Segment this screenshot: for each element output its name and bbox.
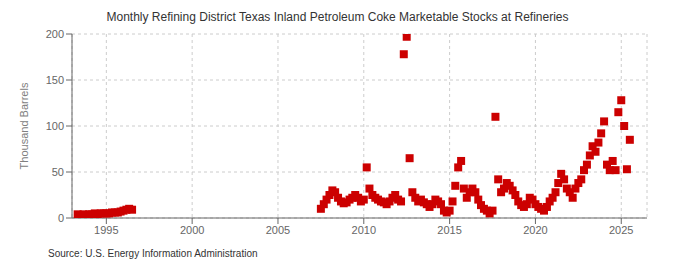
svg-text:2000: 2000 — [180, 224, 204, 236]
svg-text:50: 50 — [52, 166, 64, 178]
svg-text:2015: 2015 — [437, 224, 461, 236]
html-text:Monthly Refining District Texa: Monthly Refining District Texas Inland P… — [106, 10, 569, 24]
svg-text:0: 0 — [58, 212, 64, 224]
svg-text:1995: 1995 — [94, 224, 118, 236]
svg-text:2020: 2020 — [523, 224, 547, 236]
svg-text:150: 150 — [46, 74, 64, 86]
svg-text:200: 200 — [46, 28, 64, 40]
svg-text:Thousand Barrels: Thousand Barrels — [18, 82, 30, 169]
svg-text:2010: 2010 — [352, 224, 376, 236]
svg-text:100: 100 — [46, 120, 64, 132]
svg-text:2025: 2025 — [609, 224, 633, 236]
html-text:Source: U.S. Energy Informatio: Source: U.S. Energy Information Administ… — [48, 248, 258, 259]
svg-text:2005: 2005 — [266, 224, 290, 236]
